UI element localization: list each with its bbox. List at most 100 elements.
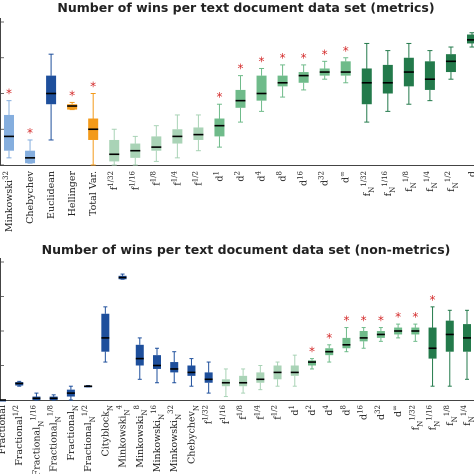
- x-tick-label: f1/16: [219, 404, 232, 424]
- box-19: *: [308, 345, 316, 370]
- box-25: *: [411, 310, 420, 342]
- box-8: [118, 273, 127, 280]
- box-iqr: [382, 64, 393, 94]
- box-iqr: [467, 34, 474, 44]
- box-19: [382, 50, 393, 112]
- box-10: [153, 347, 161, 384]
- significance-star: *: [412, 310, 418, 324]
- box-12: [187, 358, 196, 387]
- box-iqr: [428, 327, 437, 359]
- x-tick-label: d∞: [339, 171, 352, 183]
- box-22: [445, 46, 456, 80]
- box-iqr: [424, 61, 435, 90]
- box-7: [101, 306, 110, 363]
- box-16: [256, 365, 265, 391]
- significance-star: *: [216, 90, 222, 104]
- box-4: *: [67, 88, 78, 111]
- x-tick-label: FractionalN1/8: [47, 405, 63, 472]
- significance-star: *: [301, 51, 307, 65]
- x-tick-label: d8: [276, 171, 289, 182]
- box-iqr: [445, 54, 456, 73]
- x-tick-label: MinkowskiN16: [150, 404, 166, 472]
- box-9: [172, 114, 183, 159]
- box-iqr: [170, 362, 179, 373]
- chart-title-non-metrics: Number of wins per text document data se…: [42, 242, 451, 257]
- x-tick-label: fN1/16: [426, 404, 442, 430]
- x-tick-label: fN1/32: [408, 405, 424, 430]
- box-22: *: [359, 314, 368, 349]
- x-tick-label: CityblockN: [100, 405, 114, 457]
- x-tick-label: fN1/32: [360, 171, 376, 196]
- box-12: *: [235, 62, 246, 123]
- box-iqr: [235, 89, 246, 108]
- box-iqr: [4, 114, 14, 151]
- box-17: [273, 361, 282, 387]
- box-15: [239, 368, 248, 394]
- box-iqr: [67, 104, 78, 110]
- box-iqr: [135, 344, 144, 366]
- box-6: [109, 128, 120, 166]
- box-iqr: [361, 68, 372, 105]
- x-tick-label: fN1/8: [443, 405, 459, 426]
- box-20: [403, 42, 414, 105]
- box-15: *: [298, 51, 309, 91]
- box-13: *: [256, 54, 267, 112]
- x-tick-label: f1/2: [191, 171, 204, 186]
- box-16: *: [319, 47, 330, 80]
- x-tick-label: d8: [339, 405, 352, 416]
- box-21: *: [342, 314, 351, 353]
- significance-star: *: [322, 47, 328, 61]
- box-27: [445, 309, 454, 387]
- x-tick-label: Total Var.: [88, 171, 99, 216]
- box-3: [46, 53, 57, 141]
- x-tick-label: d∞: [391, 405, 404, 417]
- box-iqr: [359, 331, 368, 342]
- x-tick-label: f1/8: [236, 405, 249, 420]
- x-tick-label: fN1/8: [402, 171, 418, 192]
- x-tick-label: FractionalN: [66, 405, 80, 461]
- x-tick-label: ChebychevN: [186, 405, 200, 464]
- x-tick-label: Euclidean: [46, 171, 57, 219]
- x-tick-label: MinkowskiN8: [133, 405, 149, 468]
- box-5: *: [88, 80, 99, 166]
- box-10: [193, 114, 204, 152]
- significance-star: *: [238, 62, 244, 76]
- box-iqr: [25, 150, 36, 164]
- box-iqr: [109, 139, 120, 162]
- x-tick-label: f1/32: [107, 171, 120, 190]
- significance-star: *: [378, 314, 384, 328]
- box-iqr: [193, 127, 204, 140]
- x-tick-label: d4: [255, 170, 268, 181]
- x-tick-label: f1/16: [128, 170, 141, 190]
- significance-star: *: [326, 331, 332, 345]
- significance-star: *: [343, 314, 349, 328]
- x-tick-label: f1/8: [149, 171, 162, 186]
- x-tick-label: fN1/4: [460, 404, 474, 425]
- x-tick-label: MinkowskiN32: [167, 405, 183, 472]
- box-6: [84, 385, 93, 388]
- x-tick-label: f1/4: [253, 404, 266, 419]
- box-iqr: [256, 372, 265, 383]
- panel-metrics: Number of wins per text document data se…: [0, 0, 474, 232]
- box-7: [130, 135, 141, 166]
- box-11: [170, 351, 179, 384]
- box-iqr: [214, 118, 225, 137]
- box-1: [0, 399, 6, 402]
- x-tick-label: Fractional1/2: [12, 405, 25, 466]
- significance-star: *: [280, 51, 286, 65]
- box-iqr: [239, 375, 248, 387]
- box-17: *: [340, 44, 351, 84]
- box-20: *: [325, 331, 334, 363]
- x-tick-label: Hellinger: [67, 171, 78, 217]
- significance-star: *: [6, 87, 12, 101]
- x-tick-label: d1: [212, 171, 225, 182]
- chart-title-metrics: Number of wins per text document data se…: [57, 0, 434, 15]
- box-4: [49, 394, 58, 401]
- significance-star: *: [395, 310, 401, 324]
- x-tick-label: d2: [234, 171, 247, 182]
- x-tick-label: d: [467, 171, 474, 177]
- box-28: [463, 309, 471, 380]
- significance-star: *: [343, 44, 349, 58]
- box-iqr: [204, 372, 213, 383]
